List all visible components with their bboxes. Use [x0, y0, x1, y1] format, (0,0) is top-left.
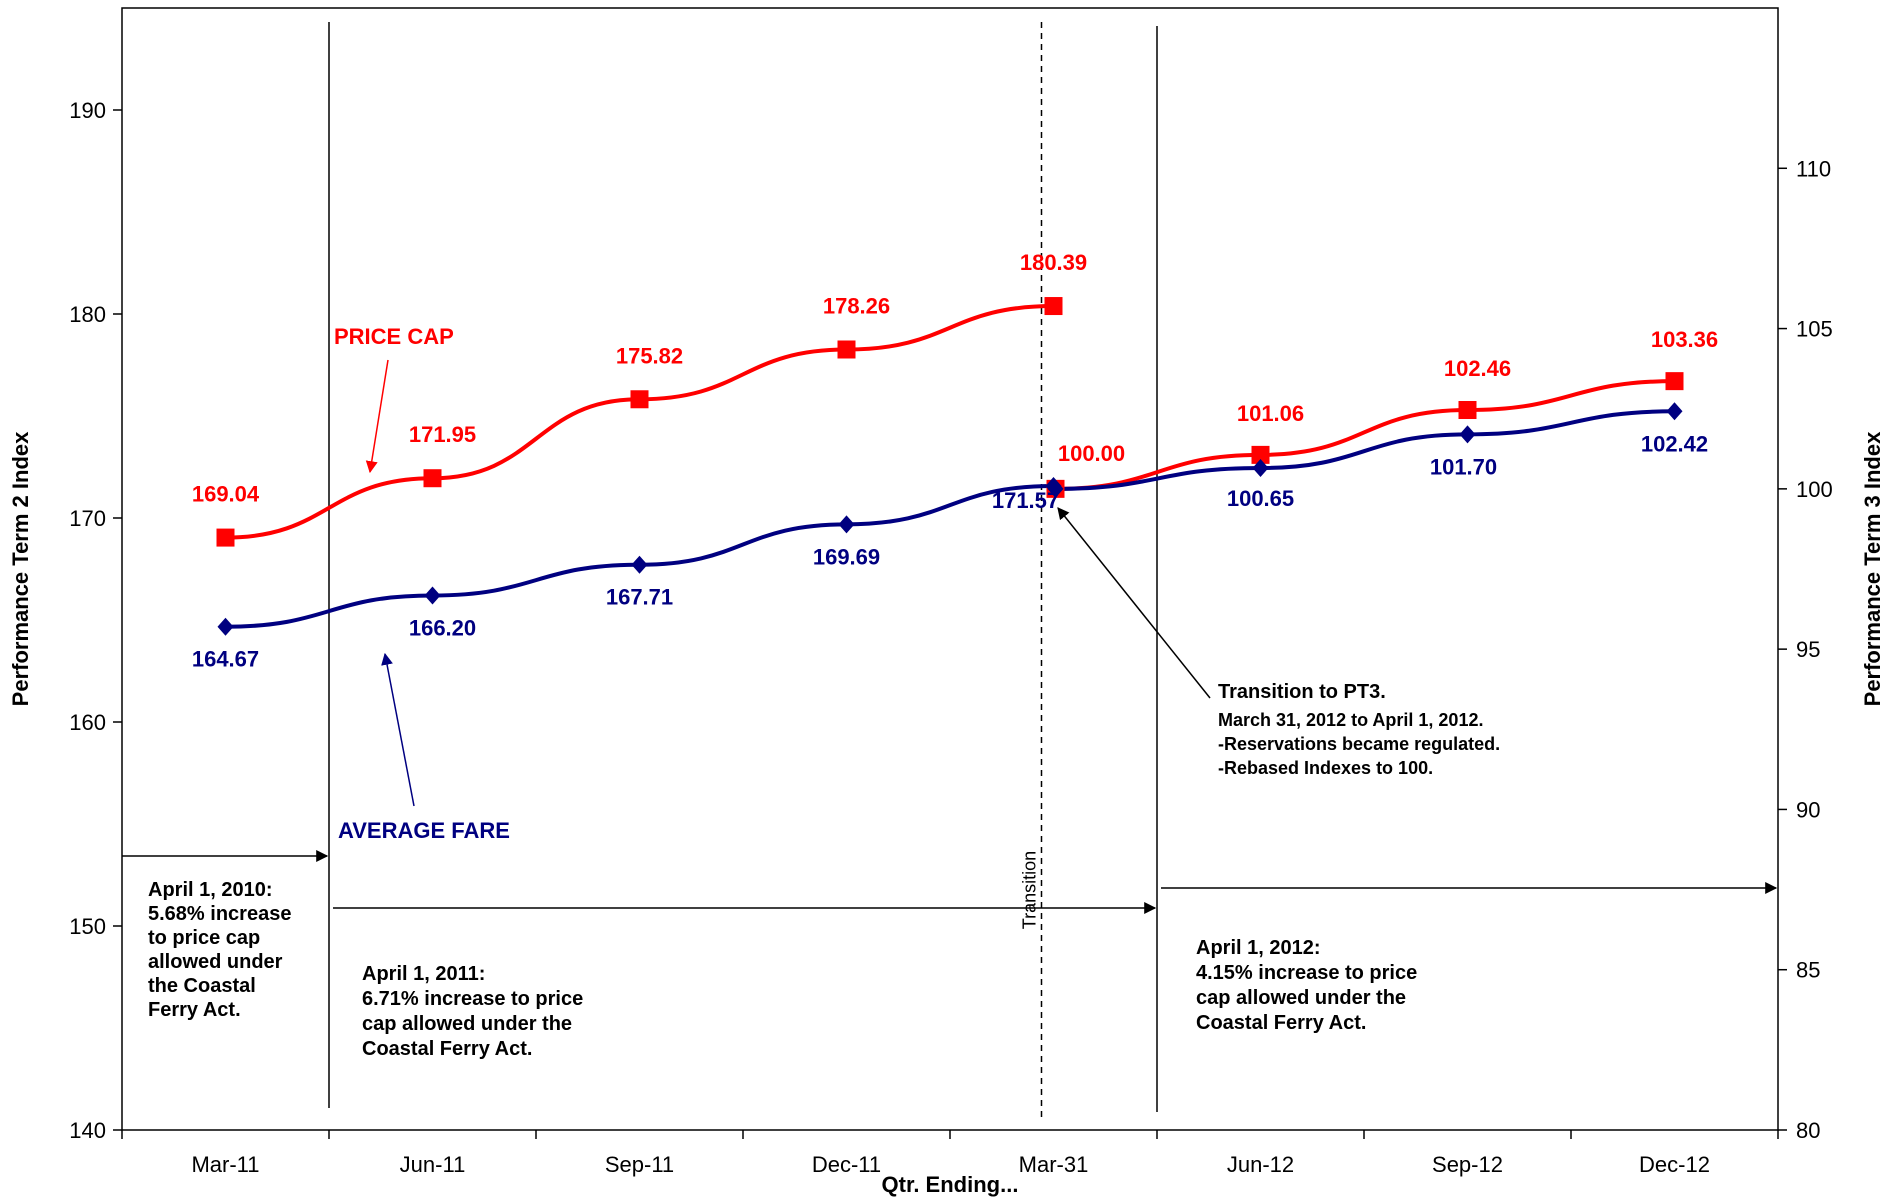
note-pt3-line: March 31, 2012 to April 1, 2012.: [1218, 710, 1483, 730]
data-label: 171.57: [992, 488, 1059, 513]
note-2010-line: April 1, 2010:: [148, 879, 273, 901]
reference-lines: Transition: [122, 22, 1778, 1120]
data-label: 169.69: [813, 544, 880, 569]
x-tick-label: Mar-31: [1019, 1152, 1089, 1177]
series-line-3: [1055, 409, 1675, 491]
data-label: 103.36: [1651, 327, 1718, 352]
average-fare-point: [1666, 402, 1683, 421]
price-cap-point: [1251, 445, 1270, 464]
transition-label: Transition: [1020, 851, 1040, 929]
data-label: 100.65: [1227, 486, 1294, 511]
series-line-1: [1055, 379, 1675, 491]
data-label: 102.46: [1444, 356, 1511, 381]
x-tick-label: Jun-11: [400, 1152, 466, 1177]
y-right-tick-label: 90: [1796, 797, 1820, 822]
x-tick-label: Jun-12: [1227, 1152, 1294, 1177]
data-labels: 169.04 171.95 175.82 178.26 180.39 100.00 101.…: [192, 250, 1718, 843]
x-tick-label: Dec-12: [1639, 1152, 1710, 1177]
plot-border: [121, 7, 1779, 1131]
average-fare-point: [631, 555, 648, 574]
note-2011-line: 6.71% increase to price: [362, 988, 583, 1010]
data-label: 164.67: [192, 647, 259, 672]
price-cap-point: [423, 469, 442, 488]
average-fare-point: [838, 515, 855, 534]
series-lines: [225, 304, 1675, 629]
y-left-tick-label: 160: [69, 710, 106, 735]
data-label: 180.39: [1020, 250, 1087, 275]
y-right-tick-label: 85: [1796, 958, 1820, 983]
y-left-tick-label: 180: [69, 302, 106, 327]
plot-frame: [121, 7, 1779, 1131]
y-left-tick-label: 170: [69, 506, 106, 531]
data-label: 166.20: [409, 616, 476, 641]
price-cap-point: [1044, 297, 1063, 316]
data-label: 102.42: [1641, 431, 1708, 456]
note-2010-line: to price cap: [148, 927, 260, 949]
data-label: 101.06: [1237, 401, 1304, 426]
data-label: 101.70: [1430, 454, 1497, 479]
note-pt3-line: -Reservations became regulated.: [1218, 734, 1500, 754]
y-right-tick-label: 100: [1796, 477, 1833, 502]
data-label: 100.00: [1058, 441, 1125, 466]
note-2011-line: April 1, 2011:: [362, 963, 485, 985]
note-2010-line: 5.68% increase: [148, 903, 291, 925]
y-left-tick-label: 150: [69, 914, 106, 939]
x-tick-label: Mar-11: [191, 1152, 259, 1177]
average-fare-point: [424, 586, 441, 605]
y-left-axis-title: Performance Term 2 Index: [8, 431, 33, 706]
note-pt3-line: -Rebased Indexes to 100.: [1218, 758, 1433, 778]
axes: Mar-11 Jun-11 Sep-11 Dec-11 Mar-31 Jun-12 Sep-…: [8, 98, 1885, 1197]
data-label: 167.71: [606, 585, 673, 610]
series-markers: [216, 297, 1684, 636]
y-right-tick-label: 110: [1796, 156, 1831, 181]
x-tick-label: Sep-11: [605, 1152, 674, 1177]
price-cap-pointer: [365, 359, 389, 474]
price-cap-point: [630, 390, 649, 409]
note-2010-line: Ferry Act.: [148, 999, 241, 1021]
data-label: 178.26: [823, 293, 890, 318]
note-2011-line: Coastal Ferry Act.: [362, 1038, 532, 1060]
average-fare-point: [1252, 459, 1269, 478]
data-label: 175.82: [616, 343, 683, 368]
y-right-axis-title: Performance Term 3 Index: [1860, 431, 1885, 706]
note-2010-line: the Coastal: [148, 975, 256, 997]
x-tick-label: Sep-12: [1432, 1152, 1503, 1177]
y-left-tick-label: 190: [69, 98, 106, 123]
note-2012-line: Coastal Ferry Act.: [1196, 1012, 1366, 1034]
note-2012-line: cap allowed under the: [1196, 987, 1406, 1009]
x-axis-title: Qtr. Ending...: [882, 1172, 1019, 1197]
y-right-tick-label: 95: [1796, 637, 1820, 662]
average-fare-pointer: [381, 652, 415, 807]
note-2012-line: 4.15% increase to price: [1196, 962, 1417, 984]
average-fare-series-label: AVERAGE FARE: [338, 818, 510, 843]
x-tick-label: Dec-11: [812, 1152, 881, 1177]
average-fare-point: [1047, 479, 1064, 498]
note-2010-line: allowed under: [148, 951, 283, 973]
note-2011-line: cap allowed under the: [362, 1013, 572, 1035]
note-pt3-title: Transition to PT3.: [1218, 681, 1386, 703]
price-cap-series-label: PRICE CAP: [334, 324, 454, 349]
note-2012-line: April 1, 2012:: [1196, 937, 1321, 959]
data-label: 171.95: [409, 422, 476, 447]
average-fare-point: [217, 617, 234, 636]
y-right-tick-label: 105: [1796, 317, 1833, 342]
price-cap-point: [1665, 372, 1684, 391]
y-left-tick-label: 140: [69, 1118, 106, 1143]
y-right-tick-label: 80: [1796, 1118, 1820, 1143]
data-label: 169.04: [192, 482, 260, 507]
average-fare-point: [1459, 425, 1476, 444]
price-cap-point: [1458, 400, 1477, 419]
price-cap-point: [837, 340, 856, 359]
pt3-pointer: [1057, 507, 1211, 699]
price-cap-point: [216, 528, 235, 547]
